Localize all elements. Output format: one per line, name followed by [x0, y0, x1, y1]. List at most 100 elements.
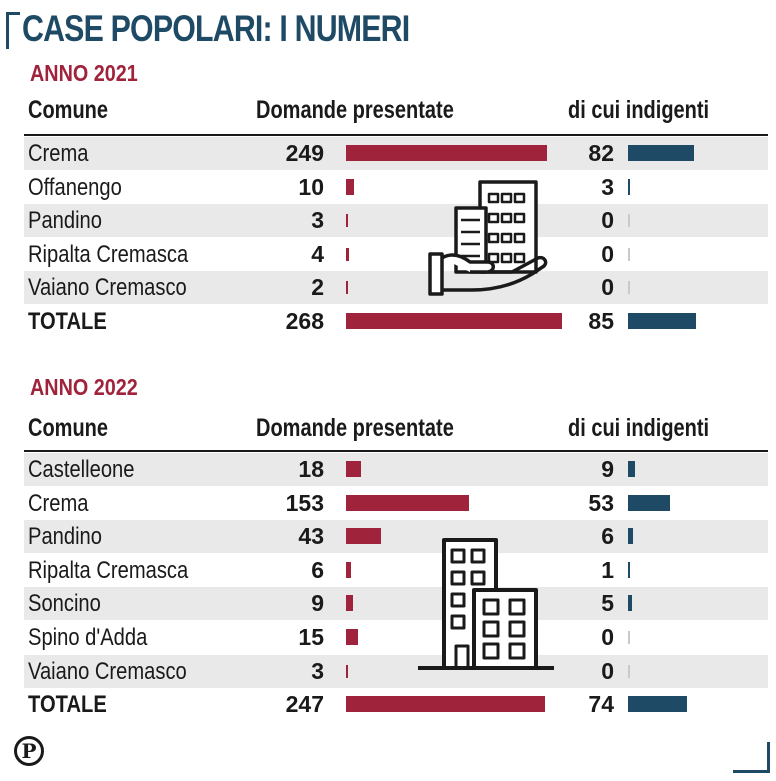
domande-bar [346, 629, 359, 645]
domande-bar [346, 281, 348, 294]
indigenti-bar [628, 247, 630, 261]
indigenti-bar [628, 494, 671, 511]
column-header: Comune [28, 414, 108, 442]
domande-value: 15 [298, 624, 324, 650]
column-header: di cui indigenti [568, 96, 710, 124]
domande-value: 10 [298, 173, 324, 200]
section-title: ANNO 2021 [30, 60, 138, 86]
indigenti-bar [628, 528, 633, 545]
section-title: ANNO 2022 [30, 374, 138, 400]
indigenti-bar [628, 214, 630, 227]
table-row: Vaiano Cremasco 3 0 [24, 654, 768, 688]
indigenti-bar [628, 312, 696, 329]
apartment-building-icon [416, 536, 556, 677]
column-header: di cui indigenti [568, 414, 710, 442]
table-row: Pandino 3 0 [24, 204, 768, 237]
comune-label: Castelleone [28, 456, 135, 483]
table-row: Pandino 43 6 [24, 520, 768, 554]
indigenti-value: 74 [588, 691, 614, 718]
domande-value: 249 [285, 140, 324, 166]
comune-label: Offanengo [28, 173, 122, 201]
comune-label: Vaiano Cremasco [28, 274, 187, 301]
table-row: Crema 153 53 [24, 487, 768, 520]
comune-label: Crema [28, 140, 89, 167]
indigenti-value: 6 [601, 523, 614, 550]
indigenti-bar [628, 664, 630, 678]
domande-bar [346, 494, 470, 511]
domande-value: 4 [311, 240, 324, 267]
column-header: Comune [28, 96, 108, 124]
domande-value: 3 [311, 657, 324, 684]
domande-value: 247 [285, 691, 324, 718]
domande-bar [346, 214, 349, 227]
domande-bar [346, 528, 381, 545]
comune-label: TOTALE [28, 307, 107, 335]
indigenti-value: 53 [588, 489, 614, 516]
header-rule [24, 450, 768, 452]
table-row: Castelleone 18 9 [24, 453, 768, 486]
header-rule [24, 134, 768, 136]
indigenti-value: 1 [601, 556, 614, 583]
comune-label: Pandino [28, 523, 102, 551]
comune-label: Spino d'Adda [28, 624, 148, 651]
table-row: Ripalta Cremasca 6 1 [24, 554, 768, 587]
domande-value: 18 [298, 456, 324, 482]
indigenti-value: 0 [601, 207, 614, 233]
indigenti-value: 0 [601, 657, 614, 684]
title-bracket-decoration [6, 12, 20, 49]
domande-value: 6 [311, 556, 324, 583]
indigenti-bar [628, 461, 636, 477]
comune-label: Vaiano Cremasco [28, 657, 187, 685]
total-row: TOTALE 247 74 [24, 688, 768, 721]
table-row: Ripalta Cremasca 4 0 [24, 238, 768, 271]
table-row: Soncino 9 5 [24, 587, 768, 621]
hand-holding-building-icon [428, 178, 552, 305]
indigenti-bar [628, 178, 631, 195]
indigenti-value: 0 [601, 274, 614, 300]
table-row: Crema 249 82 [24, 137, 768, 170]
column-header: Domande presentate [256, 414, 454, 442]
domande-bar [346, 561, 351, 578]
domande-value: 9 [311, 590, 324, 617]
comune-label: Pandino [28, 207, 102, 234]
domande-bar [346, 178, 355, 195]
indigenti-value: 85 [588, 307, 614, 334]
domande-bar [346, 145, 547, 161]
indigenti-value: 9 [601, 456, 614, 482]
indigenti-bar [628, 631, 630, 644]
comune-label: Ripalta Cremasca [28, 556, 189, 584]
table-row: Offanengo 10 3 [24, 171, 768, 204]
domande-value: 268 [285, 307, 324, 334]
column-header: Domande presentate [256, 96, 454, 124]
domande-bar [346, 461, 361, 477]
page-title: CASE POPOLARI: I NUMERI [22, 8, 410, 49]
domande-bar [346, 312, 562, 329]
indigenti-value: 0 [601, 624, 614, 650]
indigenti-value: 0 [601, 240, 614, 267]
indigenti-bar [628, 696, 688, 713]
domande-bar [346, 595, 354, 612]
domande-bar [346, 664, 349, 678]
indigenti-bar [628, 595, 632, 612]
domande-value: 153 [285, 489, 324, 516]
comune-label: Crema [28, 489, 89, 517]
domande-value: 3 [311, 207, 324, 233]
table-row: Spino d'Adda 15 0 [24, 621, 768, 654]
domande-value: 43 [298, 523, 324, 550]
comune-label: Soncino [28, 590, 101, 618]
publisher-logo-icon: P [14, 736, 44, 766]
indigenti-bar [628, 281, 630, 294]
indigenti-value: 5 [601, 590, 614, 617]
domande-bar [346, 247, 350, 261]
domande-bar [346, 696, 546, 713]
indigenti-bar [628, 145, 694, 161]
indigenti-value: 82 [588, 140, 614, 166]
domande-value: 2 [311, 274, 324, 300]
comune-label: TOTALE [28, 691, 107, 719]
indigenti-value: 3 [601, 173, 614, 200]
indigenti-bar [628, 561, 630, 578]
total-row: TOTALE 268 85 [24, 305, 768, 338]
corner-bracket-decoration [733, 742, 770, 773]
table-row: Vaiano Cremasco 2 0 [24, 271, 768, 304]
comune-label: Ripalta Cremasca [28, 240, 189, 268]
